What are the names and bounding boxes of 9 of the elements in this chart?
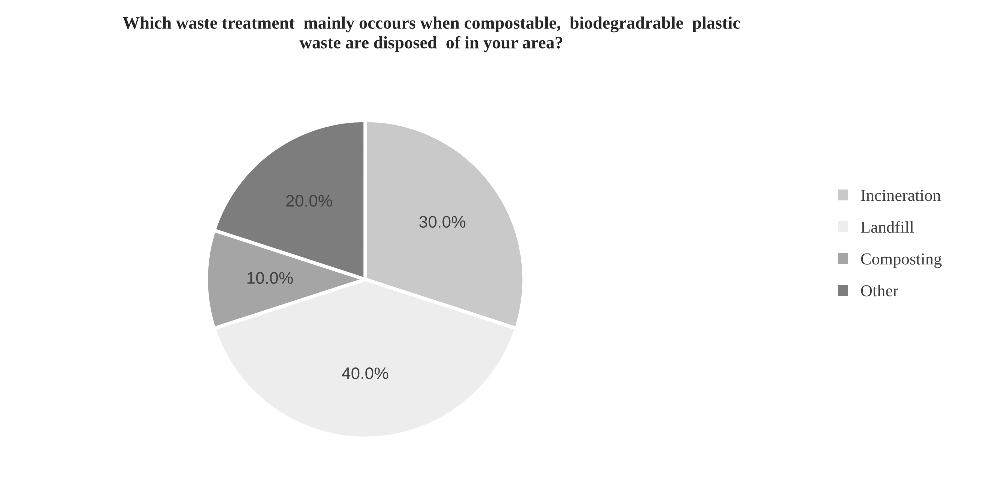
- data-label: 10.0%: [248, 272, 294, 284]
- legend-label: Landfill: [861, 221, 914, 234]
- data-label: 30.0%: [420, 216, 466, 228]
- data-label: 40.0%: [342, 368, 388, 380]
- data-label: 20.0%: [286, 195, 332, 207]
- legend-label: Composting: [861, 254, 942, 268]
- legend-label: Other: [861, 284, 899, 297]
- chart-title: Which waste treatment mainly occours when compostable, biodegradrable plastic waste are disposed of in your area?: [122, 16, 740, 52]
- legend-label: Incineration: [861, 190, 941, 202]
